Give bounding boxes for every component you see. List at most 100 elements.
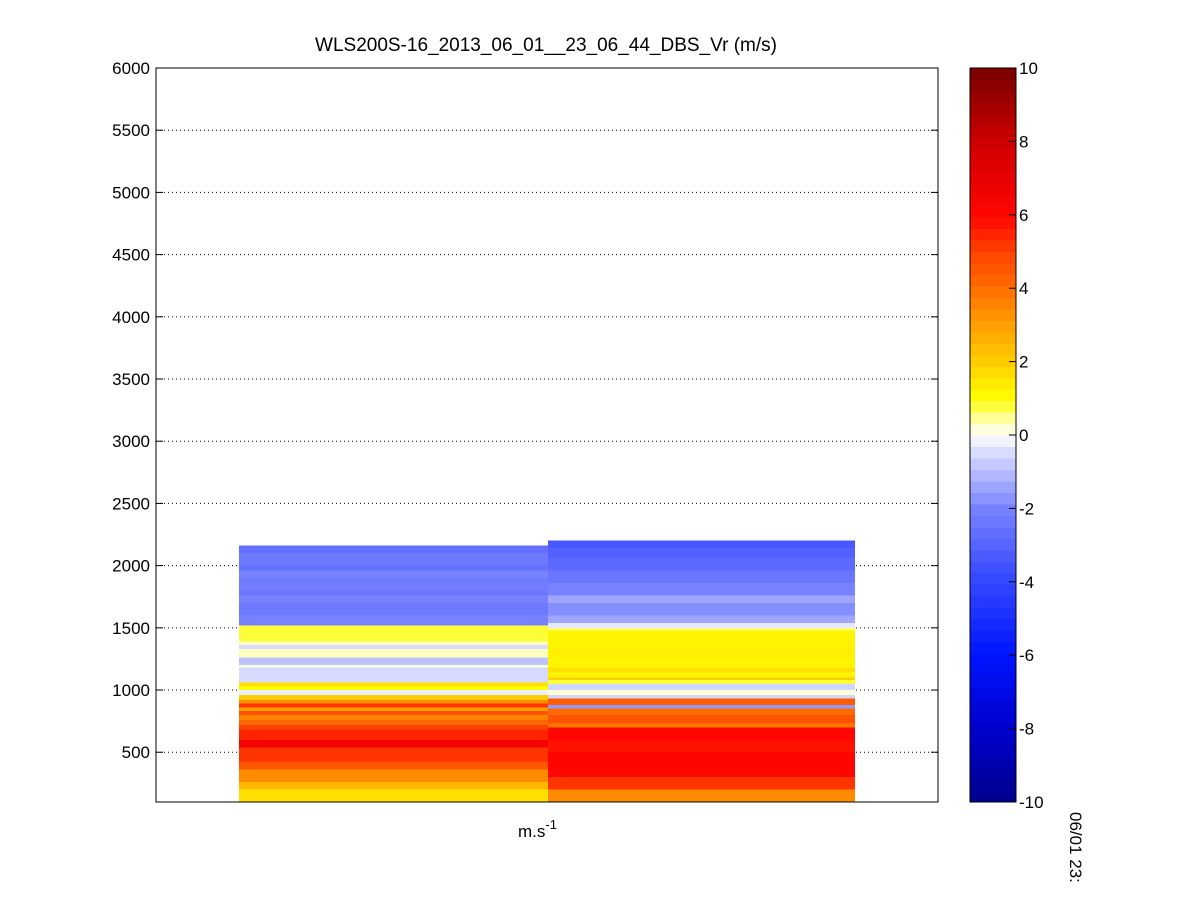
heatmap-cell (239, 578, 548, 591)
heatmap-cell (239, 590, 548, 596)
heatmap-cell (239, 719, 548, 725)
plot-frame (155, 67, 939, 803)
colorbar-swatch (970, 515, 1016, 528)
y-axis-ticks: 500 1000 1500 2000 2500 3000 3500 4000 4500 5000 5… (112, 59, 938, 762)
heatmap-cell (239, 553, 548, 566)
colorbar-tick-label: 10 (1019, 59, 1038, 78)
y-tick-label: 3000 (112, 432, 150, 451)
colorbar-swatch (970, 733, 1016, 746)
colorbar-swatch (970, 492, 1016, 505)
heatmap-cell (548, 677, 855, 681)
colorbar-swatch (970, 698, 1016, 711)
colorbar-swatch (970, 675, 1016, 688)
colorbar-swatch (970, 618, 1016, 631)
heatmap-cell (548, 698, 855, 705)
y-tick-label: 3500 (112, 370, 150, 389)
colorbar-swatch (970, 607, 1016, 620)
colorbar-swatch (970, 148, 1016, 161)
colorbar-swatch (970, 171, 1016, 184)
heatmap-cell (239, 645, 548, 649)
colorbar-tick-label: -8 (1019, 720, 1034, 739)
colorbar-swatch (970, 779, 1016, 792)
heatmap-cell (239, 665, 548, 668)
x-axis-label-exponent: -1 (545, 817, 557, 832)
heatmap-cell (548, 777, 855, 790)
colorbar-swatch (970, 480, 1016, 493)
heatmap-cell (548, 690, 855, 696)
heatmap-cell (548, 630, 855, 648)
heatmap-cell (239, 667, 548, 683)
colorbar-swatch (970, 744, 1016, 757)
colorbar-swatch (970, 629, 1016, 643)
heatmap-cell (548, 727, 855, 740)
heatmap-cell (548, 602, 855, 616)
heatmap-cell (239, 739, 548, 748)
colorbar-swatch (970, 710, 1016, 723)
colorbar-swatch (970, 251, 1016, 264)
heatmap-cell (239, 724, 548, 730)
heatmap-cell (548, 583, 855, 596)
heatmap-cell (548, 548, 855, 559)
side-label: 06/01 23: (1066, 812, 1085, 883)
heatmap-cell (239, 707, 548, 712)
heatmap-cell (239, 641, 548, 646)
colorbar-swatch (970, 561, 1016, 574)
heatmap-cell (239, 565, 548, 571)
colorbar-swatch (970, 652, 1016, 665)
heatmap-cell (239, 657, 548, 666)
colorbar-frame (969, 67, 1017, 803)
heatmap-cell (239, 682, 548, 687)
colorbar-swatch (970, 90, 1016, 104)
colorbar-tick-label: 4 (1019, 279, 1028, 298)
colorbar-tick-label: 0 (1019, 426, 1028, 445)
chart-title: WLS200S-16_2013_06_01__23_06_44_DBS_Vr (… (315, 35, 777, 56)
colorbar-swatch (970, 457, 1016, 471)
colorbar-swatch (970, 228, 1016, 241)
heatmap-cell (548, 615, 855, 623)
colorbar-tick-label: -6 (1019, 646, 1034, 665)
y-tick-label: 2000 (112, 557, 150, 576)
colorbar-swatch (970, 262, 1016, 276)
colorbar-swatch (970, 412, 1016, 425)
colorbar-swatch (970, 308, 1016, 321)
x-axis-label: m.s-1 (518, 817, 557, 841)
heatmap-cell (548, 739, 855, 753)
heatmap-cell (239, 729, 548, 740)
colorbar-swatch (970, 113, 1016, 126)
colorbar-swatch (970, 389, 1016, 402)
colorbar-swatch (970, 366, 1016, 379)
y-tick-label: 5500 (112, 121, 150, 140)
colorbar-swatch (970, 240, 1016, 253)
heatmap-cell (239, 699, 548, 704)
colorbar-swatch (970, 182, 1016, 195)
colorbar-swatch (970, 664, 1016, 677)
heatmap-cell (548, 723, 855, 728)
colorbar-swatch (970, 331, 1016, 344)
heatmap-cell (548, 595, 855, 603)
y-tick-label: 1000 (112, 681, 150, 700)
colorbar-swatch (970, 435, 1016, 448)
heatmap-cell (548, 683, 855, 691)
heatmap-cell (239, 570, 548, 579)
colorbar-swatch (970, 79, 1016, 92)
heatmap-cells (239, 540, 855, 802)
heatmap-cell (239, 782, 548, 790)
heatmap-cell (548, 667, 855, 673)
heatmap-cell (548, 752, 855, 778)
colorbar-swatch (970, 469, 1016, 482)
colorbar-swatch (970, 584, 1016, 597)
heatmap-cell (239, 769, 548, 783)
colorbar-swatch (970, 721, 1016, 734)
heatmap-cell (548, 695, 855, 699)
colorbar-ticks: -10 -8 -6 -4 -2 0 2 4 6 8 10 (1009, 59, 1044, 812)
colorbar-swatch (970, 343, 1016, 356)
heatmap-cell (548, 680, 855, 684)
colorbar-tick-label: 2 (1019, 353, 1028, 372)
heatmap-cell (239, 789, 548, 802)
heatmap-cell (548, 657, 855, 668)
heatmap-cell (548, 540, 855, 549)
heatmap-cell (548, 558, 855, 571)
y-tick-label: 500 (122, 743, 150, 762)
colorbar-swatch (970, 217, 1016, 230)
